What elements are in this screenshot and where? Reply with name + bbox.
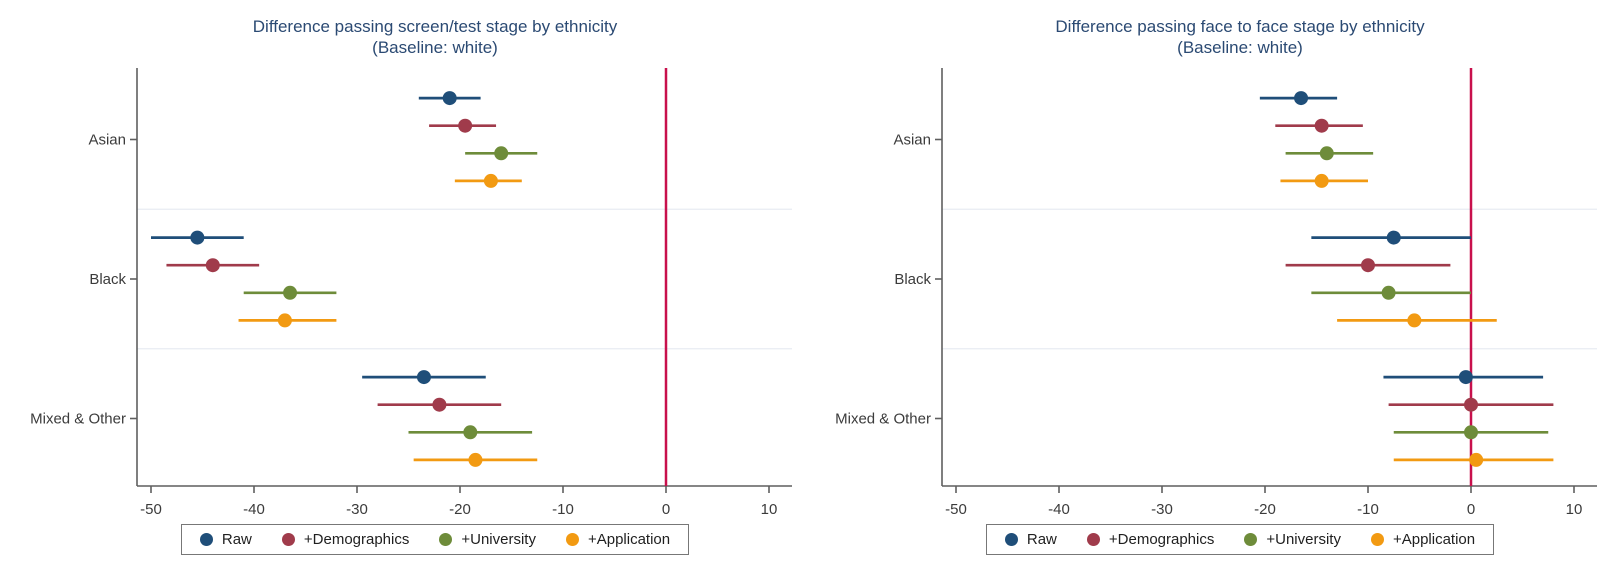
point-estimate-dot bbox=[1464, 425, 1478, 440]
x-tick-label: -10 bbox=[552, 501, 574, 518]
series-dot-icon bbox=[1004, 533, 1018, 546]
point-estimate-dot bbox=[1361, 258, 1375, 273]
series-dot-icon bbox=[1244, 533, 1258, 546]
legend: Raw +Demographics +University +Applicati… bbox=[985, 524, 1495, 555]
x-tick-label: -30 bbox=[1151, 501, 1173, 518]
legend-item-raw: Raw bbox=[1004, 531, 1057, 548]
legend-label: Raw bbox=[221, 531, 252, 548]
legend-item-demographics: +Demographics bbox=[281, 531, 410, 548]
legend-label: +University bbox=[1266, 531, 1341, 548]
point-estimate-dot bbox=[1294, 91, 1309, 106]
chart-title-block: Difference passing screen/test stage by … bbox=[65, 16, 805, 58]
plot-area: -50 -40 -30 -20 -10 0 10 Asian Black Mixed & Othe… bbox=[835, 68, 1597, 518]
legend-label: +Demographics bbox=[303, 531, 410, 548]
point-estimate-dot bbox=[283, 285, 298, 300]
point-estimate-dot bbox=[1386, 230, 1401, 245]
legend-item-raw: Raw bbox=[199, 531, 252, 548]
plot-area: -50 -40 -30 -20 -10 0 10 Asian Black Mixed & Othe… bbox=[30, 68, 792, 518]
chart-screen-test-stage: Difference passing screen/test stage by … bbox=[30, 16, 805, 555]
x-tick-label: 0 bbox=[1467, 501, 1475, 518]
legend: Raw +Demographics +University +Applicati… bbox=[180, 524, 690, 555]
chart-subtitle: (Baseline: white) bbox=[372, 38, 498, 57]
point-estimate-dot bbox=[277, 313, 292, 328]
point-estimate-dot bbox=[458, 118, 473, 133]
series-dot-icon bbox=[565, 533, 579, 546]
point-estimate-dot bbox=[1464, 397, 1478, 412]
chart-face-to-face-stage: Difference passing face to face stage by… bbox=[805, 0, 1610, 587]
chart-title: Difference passing screen/test stage by … bbox=[252, 17, 618, 36]
point-estimate-dot bbox=[416, 370, 431, 385]
category-label: Black bbox=[894, 271, 931, 288]
x-tick-label: -40 bbox=[243, 501, 265, 518]
legend-item-university: +University bbox=[1244, 531, 1341, 548]
legend-label: +University bbox=[461, 531, 536, 548]
legend-label: +Application bbox=[1392, 531, 1476, 548]
x-tick-label: -20 bbox=[449, 501, 471, 518]
point-estimate-dot bbox=[1319, 146, 1334, 161]
x-tick-label: -10 bbox=[1357, 501, 1379, 518]
x-tick-label: 0 bbox=[662, 501, 670, 518]
category-label: Asian bbox=[88, 132, 126, 149]
point-estimate-dot bbox=[1407, 313, 1422, 328]
legend-item-application: +Application bbox=[1370, 531, 1476, 548]
x-tick-label: -40 bbox=[1048, 501, 1070, 518]
legend-wrap: Raw +Demographics +University +Applicati… bbox=[65, 524, 805, 555]
chart-subtitle: (Baseline: white) bbox=[1177, 38, 1303, 57]
x-tick-label: 10 bbox=[761, 501, 778, 518]
x-tick-label: -20 bbox=[1254, 501, 1276, 518]
legend-label: +Application bbox=[587, 531, 671, 548]
point-estimate-dot bbox=[190, 230, 205, 245]
point-estimate-dot bbox=[468, 452, 483, 467]
series-dot-icon bbox=[281, 533, 295, 546]
legend-item-application: +Application bbox=[565, 531, 671, 548]
point-estimate-dot bbox=[1381, 285, 1396, 300]
chart-title: Difference passing face to face stage by… bbox=[1055, 17, 1425, 36]
point-estimate-dot bbox=[442, 91, 457, 106]
category-label: Asian bbox=[893, 132, 931, 149]
point-estimate-dot bbox=[494, 146, 509, 161]
point-estimate-dot bbox=[1314, 118, 1329, 133]
chart-title-block: Difference passing face to face stage by… bbox=[870, 16, 1610, 58]
x-tick-label: -50 bbox=[945, 501, 967, 518]
point-estimate-dot bbox=[432, 397, 447, 412]
legend-item-demographics: +Demographics bbox=[1086, 531, 1215, 548]
legend-label: Raw bbox=[1026, 531, 1057, 548]
point-estimate-dot bbox=[1458, 370, 1473, 385]
legend-item-university: +University bbox=[439, 531, 536, 548]
series-dot-icon bbox=[1370, 533, 1384, 546]
series-dot-icon bbox=[439, 533, 453, 546]
category-label: Black bbox=[89, 271, 126, 288]
point-estimate-dot bbox=[463, 425, 478, 440]
series-dot-icon bbox=[199, 533, 213, 546]
x-tick-label: -30 bbox=[346, 501, 368, 518]
x-tick-label: 10 bbox=[1566, 501, 1583, 518]
series-dot-icon bbox=[1086, 533, 1100, 546]
point-estimate-dot bbox=[1314, 173, 1329, 188]
point-estimate-dot bbox=[205, 258, 220, 273]
x-tick-label: -50 bbox=[140, 501, 162, 518]
legend-label: +Demographics bbox=[1108, 531, 1215, 548]
legend-wrap: Raw +Demographics +University +Applicati… bbox=[870, 524, 1610, 555]
point-estimate-dot bbox=[483, 173, 498, 188]
point-estimate-dot bbox=[1469, 452, 1484, 467]
category-label: Mixed & Other bbox=[835, 411, 931, 428]
category-label: Mixed & Other bbox=[30, 411, 126, 428]
